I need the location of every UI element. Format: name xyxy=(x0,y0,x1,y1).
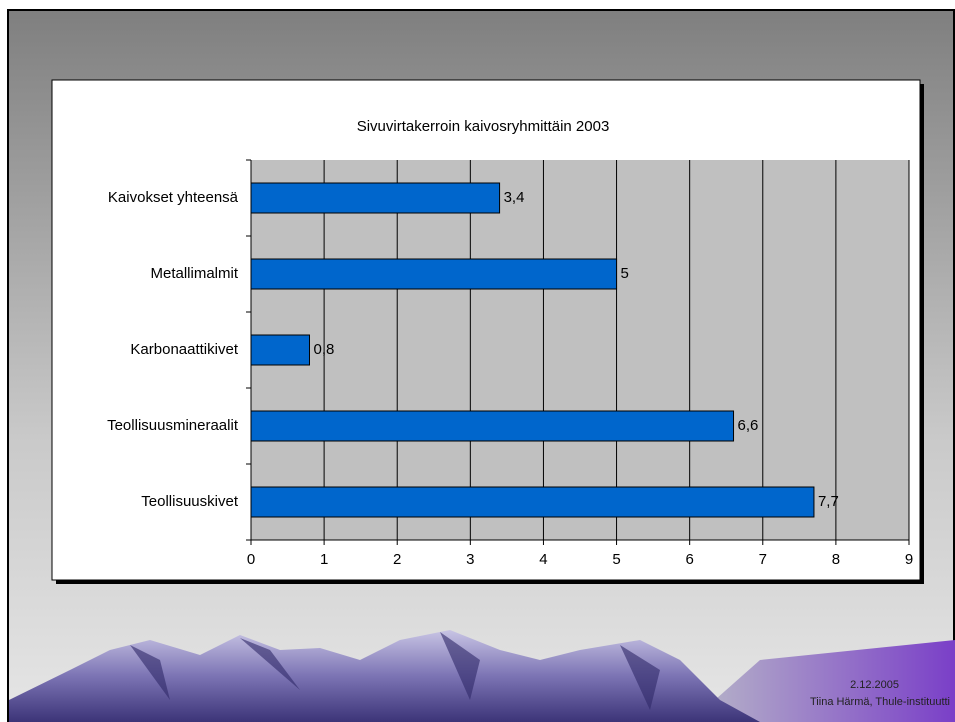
data-label: 6,6 xyxy=(738,417,759,434)
x-tick-label: 8 xyxy=(832,551,840,568)
bar xyxy=(250,486,815,518)
footer-author: Tiina Härmä, Thule-instituutti xyxy=(810,696,950,708)
bar xyxy=(250,182,501,214)
chart-title: Sivuvirtakerroin kaivosryhmittäin 2003 xyxy=(357,118,610,135)
mountains xyxy=(9,630,760,722)
x-tick-label: 4 xyxy=(539,551,547,568)
y-tick-label: Karbonaattikivet xyxy=(130,341,238,358)
data-label: 0,8 xyxy=(313,341,334,358)
plot-area xyxy=(251,160,909,540)
y-tick-label: Metallimalmit xyxy=(150,265,238,282)
data-label: 3,4 xyxy=(504,189,525,206)
x-tick-label: 7 xyxy=(759,551,767,568)
x-tick-label: 2 xyxy=(393,551,401,568)
y-tick-label: Kaivokset yhteensä xyxy=(108,189,239,206)
x-tick-label: 9 xyxy=(905,551,913,568)
data-label: 7,7 xyxy=(818,493,839,510)
x-tick-label: 6 xyxy=(685,551,693,568)
mountain-shadows xyxy=(130,632,660,710)
y-tick-label: Teollisuusmineraalit xyxy=(107,417,239,434)
data-label: 5 xyxy=(621,265,629,282)
x-tick-label: 5 xyxy=(612,551,620,568)
bar xyxy=(250,258,618,290)
y-tick-label: Teollisuuskivet xyxy=(141,493,239,510)
footer-band xyxy=(690,640,955,722)
footer-date: 2.12.2005 xyxy=(850,679,899,691)
x-tick-label: 0 xyxy=(247,551,255,568)
bar xyxy=(250,334,310,366)
x-tick-label: 1 xyxy=(320,551,328,568)
bar xyxy=(250,410,735,442)
x-tick-label: 3 xyxy=(466,551,474,568)
